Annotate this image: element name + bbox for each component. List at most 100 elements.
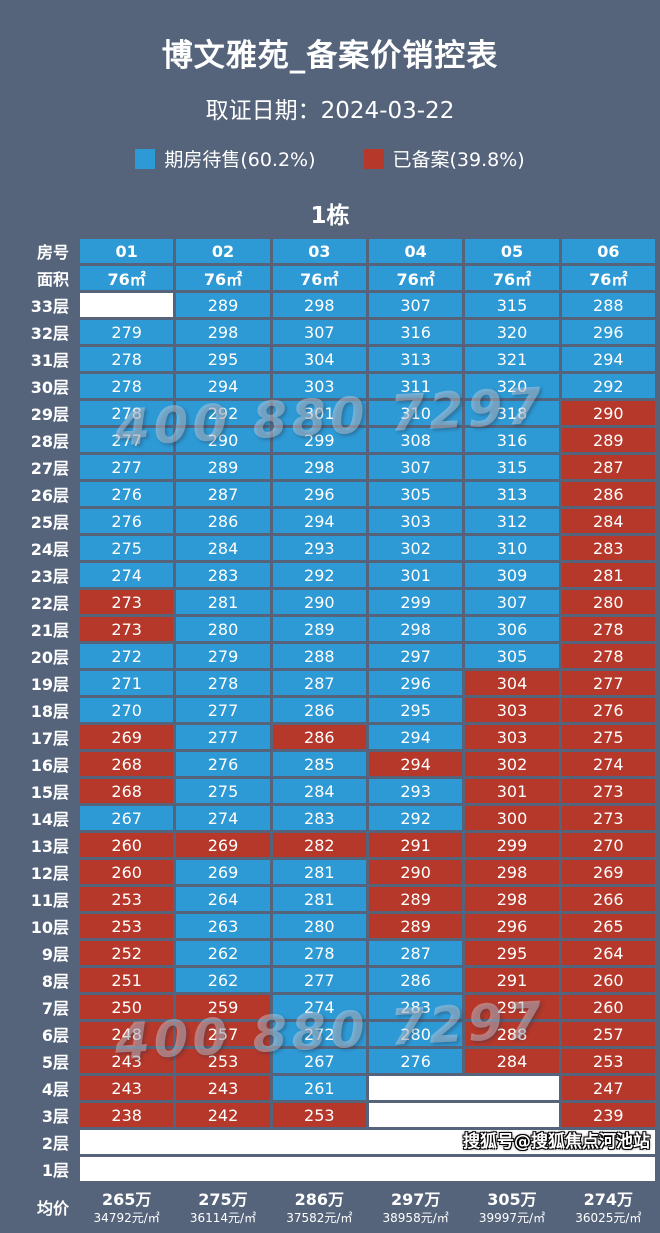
page-title: 博文雅苑_备案价销控表 xyxy=(161,38,499,74)
price-cell-30层-06: 292 xyxy=(561,374,655,398)
empty-cell-1层 xyxy=(80,1157,655,1181)
floor-row-33层: 33层 289 298 307 315 288 xyxy=(5,293,655,317)
price-cell-25层-01: 276 xyxy=(80,509,174,533)
price-cell-31层-06: 294 xyxy=(561,347,655,371)
price-cell-26层-03: 296 xyxy=(272,482,366,506)
average-unit-price: 37582元/㎡ xyxy=(286,1210,353,1225)
price-cell-16层-02: 276 xyxy=(176,752,270,776)
average-cell-03: 286万 37582元/㎡ xyxy=(273,1184,366,1230)
price-cell-13层-03: 282 xyxy=(272,833,366,857)
price-cell-10层-02: 263 xyxy=(176,914,270,938)
price-cell-27层-02: 289 xyxy=(176,455,270,479)
price-cell-18层-02: 277 xyxy=(176,698,270,722)
price-cell-7层-03: 274 xyxy=(272,995,366,1019)
average-unit-price: 34792元/㎡ xyxy=(93,1210,160,1225)
price-cell-23层-05: 309 xyxy=(465,563,559,587)
price-cell-5层-06: 253 xyxy=(561,1049,655,1073)
price-cell-13层-01: 260 xyxy=(80,833,174,857)
floor-label-19层: 19层 xyxy=(30,675,69,694)
price-cell-18层-03: 286 xyxy=(272,698,366,722)
average-cell-01: 265万 34792元/㎡ xyxy=(80,1184,173,1230)
price-cell-10层-04: 289 xyxy=(368,914,463,938)
price-cell-23层-03: 292 xyxy=(272,563,366,587)
registered-color-swatch xyxy=(363,148,384,169)
price-cell-30层-01: 278 xyxy=(80,374,174,398)
price-cell-24层-02: 284 xyxy=(176,536,270,560)
price-cell-14层-05: 300 xyxy=(465,806,559,830)
price-cell-8层-02: 262 xyxy=(176,968,270,992)
price-cell-10层-03: 280 xyxy=(272,914,366,938)
price-cell-32层-02: 298 xyxy=(176,320,270,344)
column-header-02: 02 xyxy=(176,239,270,263)
area-header-row: 面积 76㎡ 76㎡ 76㎡ 76㎡ 76㎡ 76㎡ xyxy=(5,266,655,290)
price-cell-32层-04: 316 xyxy=(368,320,463,344)
floor-row-11层: 11层 253 264 281 289 298 266 xyxy=(5,887,655,911)
price-cell-30层-04: 311 xyxy=(368,374,463,398)
floor-row-6层: 6层 248 257 272 280 288 257 xyxy=(5,1022,655,1046)
floor-label-17层: 17层 xyxy=(30,729,69,748)
price-cell-12层-05: 298 xyxy=(465,860,559,884)
price-cell-24层-03: 293 xyxy=(272,536,366,560)
column-header-06: 06 xyxy=(561,239,655,263)
price-cell-27层-05: 315 xyxy=(465,455,559,479)
price-cell-8层-05: 291 xyxy=(465,968,559,992)
area-row-label: 面积 xyxy=(36,270,69,289)
price-cell-28层-06: 289 xyxy=(561,428,655,452)
legend-item-registered: 已备案(39.8%) xyxy=(363,145,525,172)
price-cell-5层-05: 284 xyxy=(465,1049,559,1073)
price-cell-17层-02: 277 xyxy=(176,725,270,749)
floor-row-16层: 16层 268 276 285 294 302 274 xyxy=(5,752,655,776)
price-cell-21层-03: 289 xyxy=(272,617,366,641)
price-cell-6层-02: 257 xyxy=(176,1022,270,1046)
price-cell-17层-03: 286 xyxy=(272,725,366,749)
floor-label-20层: 20层 xyxy=(30,648,69,667)
price-cell-5层-04: 276 xyxy=(368,1049,463,1073)
price-cell-5层-03: 267 xyxy=(272,1049,366,1073)
price-cell-5层-02: 253 xyxy=(176,1049,270,1073)
price-cell-13层-06: 270 xyxy=(561,833,655,857)
area-cell-02: 76㎡ xyxy=(176,266,270,290)
floor-row-14层: 14层 267 274 283 292 300 273 xyxy=(5,806,655,830)
floor-label-14层: 14层 xyxy=(30,810,69,829)
price-cell-8层-03: 277 xyxy=(272,968,366,992)
price-cell-13层-05: 299 xyxy=(465,833,559,857)
price-cell-11层-01: 253 xyxy=(80,887,174,911)
price-cell-32层-06: 296 xyxy=(561,320,655,344)
area-cell-05: 76㎡ xyxy=(465,266,559,290)
price-cell-19层-02: 278 xyxy=(176,671,270,695)
price-cell-22层-06: 280 xyxy=(561,590,655,614)
floor-row-27层: 27层 277 289 298 307 315 287 xyxy=(5,455,655,479)
price-cell-11层-03: 281 xyxy=(272,887,366,911)
price-cell-12层-01: 260 xyxy=(80,860,174,884)
price-cell-30层-05: 320 xyxy=(465,374,559,398)
price-cell-4层-06: 247 xyxy=(561,1076,655,1100)
price-cell-27层-03: 298 xyxy=(272,455,366,479)
floor-label-27层: 27层 xyxy=(30,459,69,478)
price-cell-28层-05: 316 xyxy=(465,428,559,452)
price-cell-16层-01: 268 xyxy=(80,752,174,776)
price-cell-30层-03: 303 xyxy=(272,374,366,398)
price-cell-5层-01: 243 xyxy=(80,1049,174,1073)
average-cell-05: 305万 39997元/㎡ xyxy=(465,1184,558,1230)
price-cell-19层-04: 296 xyxy=(368,671,463,695)
sales-control-sheet: 博文雅苑_备案价销控表 取证日期：2024-03-22 期房待售(60.2%) … xyxy=(0,38,660,1225)
average-unit-price: 36114元/㎡ xyxy=(189,1210,257,1225)
floor-row-28层: 28层 277 290 299 308 316 289 xyxy=(5,428,655,452)
price-cell-15层-02: 275 xyxy=(176,779,270,803)
average-total: 286万 xyxy=(294,1189,345,1209)
floor-label-18层: 18层 xyxy=(30,702,69,721)
price-cell-28层-02: 290 xyxy=(176,428,270,452)
price-table: 房号 01 02 03 04 05 06 面积 76㎡ 76㎡ 76㎡ 76㎡ 76㎡ 76㎡ 33层 289… xyxy=(2,236,658,1233)
price-cell-32层-01: 279 xyxy=(80,320,174,344)
column-header-01: 01 xyxy=(80,239,174,263)
price-cell-10层-01: 253 xyxy=(80,914,174,938)
empty-cell-4层 xyxy=(368,1076,559,1100)
floor-label-3层: 3层 xyxy=(41,1107,69,1126)
floor-label-12层: 12层 xyxy=(30,864,69,883)
price-cell-17层-05: 303 xyxy=(465,725,559,749)
price-cell-19层-06: 277 xyxy=(561,671,655,695)
cert-date-line: 取证日期：2024-03-22 xyxy=(0,91,660,125)
price-cell-20层-04: 297 xyxy=(368,644,463,668)
price-cell-7层-04: 283 xyxy=(368,995,463,1019)
price-cell-12层-04: 290 xyxy=(368,860,463,884)
